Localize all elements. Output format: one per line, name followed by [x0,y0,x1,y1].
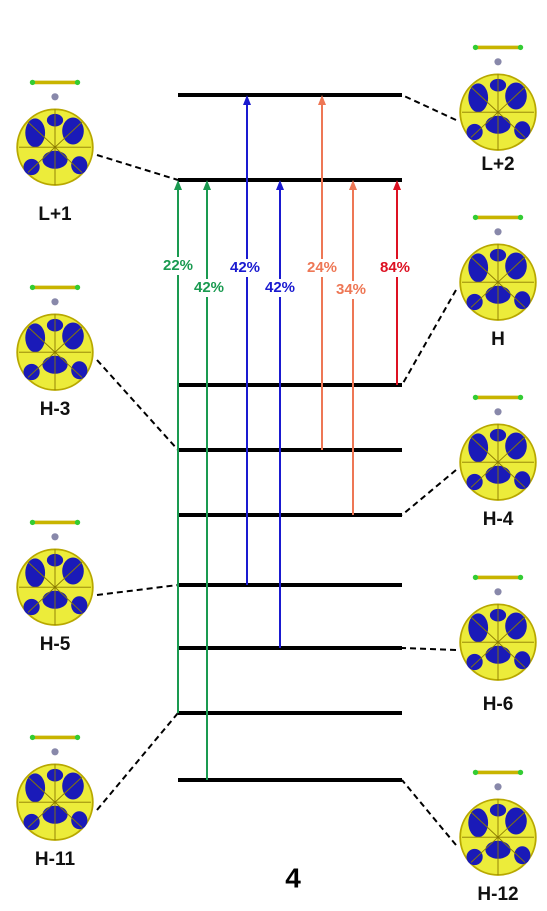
transition-percent: 24% [307,259,337,276]
transition-percent: 34% [336,281,366,298]
orbital-label: L+1 [38,204,72,225]
orbital-image [460,215,536,320]
connector [402,470,456,515]
orbital-label: H-12 [477,884,518,905]
connector [97,360,178,450]
transition-percent: 42% [194,279,224,296]
connector [402,648,456,650]
diagram-layer: L+2L+1HH-3H-4H-5H-6H-11H-1222%42%42%42%2… [17,45,536,905]
connector [402,95,456,120]
orbital-label: H-4 [483,509,514,530]
transition-percent: 22% [163,257,193,274]
orbital-image [17,520,93,625]
orbital-label: H [491,329,505,350]
connector [97,155,178,180]
orbital-label: H-5 [40,634,71,655]
orbital-image [460,395,536,500]
orbital-image [460,45,536,150]
orbital-image [17,735,93,840]
compound-label: 4 [285,862,301,893]
orbital-label: L+2 [481,154,514,175]
orbital-image [460,770,536,875]
orbital-label: H-3 [40,399,71,420]
connector [402,780,456,845]
orbital-image [460,575,536,680]
connector [402,290,456,385]
connector [97,713,178,810]
orbital-label: H-11 [35,849,76,870]
orbital-image [17,285,93,390]
orbital-label: H-6 [483,694,514,715]
connector [97,585,178,595]
orbital-diagram: L+2L+1HH-3H-4H-5H-6H-11H-1222%42%42%42%2… [0,0,547,911]
transition-percent: 42% [230,259,260,276]
transition-percent: 42% [265,279,295,296]
transition-percent: 84% [380,259,410,276]
orbital-image [17,80,93,185]
